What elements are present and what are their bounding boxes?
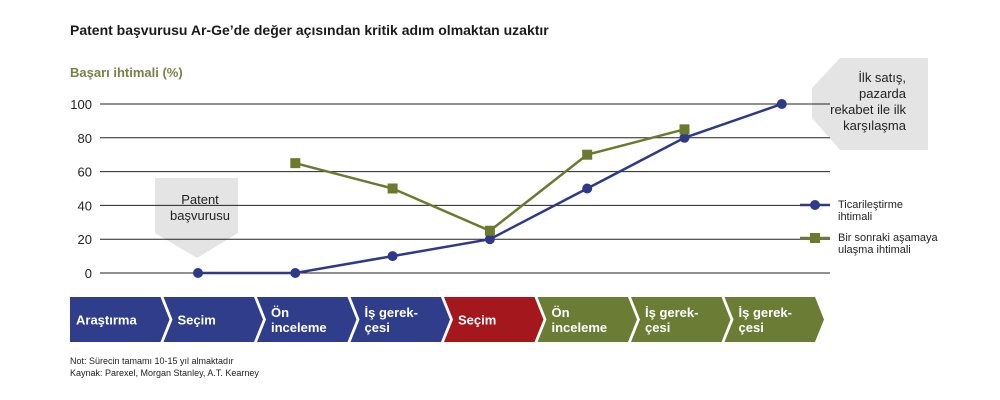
- marker: [484, 234, 495, 245]
- y-tick-label: 80: [78, 131, 92, 146]
- annotation: Patent başvurusu: [170, 192, 230, 223]
- stage-label: inceleme: [271, 320, 327, 335]
- marker: [776, 99, 787, 109]
- stage-label: çesi: [365, 320, 390, 335]
- source: Kaynak: Parexel, Morgan Stanley, A.T. Ke…: [70, 368, 259, 378]
- callout-box: [812, 58, 928, 150]
- stage-label: Seçim: [178, 313, 216, 328]
- marker: [582, 183, 593, 194]
- series-line: [294, 128, 685, 233]
- stage-label: İş gerek-: [739, 305, 792, 320]
- legend-marker: [810, 200, 820, 210]
- legend-label: Bir sonraki aşamaya ulaşma ihtimali: [838, 232, 938, 256]
- stage-arrow: [631, 297, 731, 342]
- y-tick-label: 20: [78, 232, 92, 247]
- marker: [679, 132, 690, 143]
- marker: [582, 149, 593, 160]
- y-axis-label: Başarı ihtimali (%): [70, 65, 183, 80]
- stage-arrow: [444, 297, 544, 342]
- stage-label: Ön: [552, 305, 570, 320]
- y-tick-label: 60: [78, 165, 92, 180]
- legend-label: Ticarileştirme ihtimali: [838, 199, 903, 223]
- y-tick-label: 0: [85, 266, 92, 281]
- marker: [290, 268, 301, 278]
- stage-label: Ön: [271, 305, 289, 320]
- callout-box: [155, 178, 238, 258]
- stage-label: Seçim: [458, 313, 496, 328]
- stage-label: inceleme: [552, 320, 608, 335]
- marker: [387, 183, 398, 194]
- series-line: [198, 102, 783, 275]
- stage-label: Araştırma: [76, 313, 137, 328]
- stage-arrow: [724, 297, 824, 342]
- stage-label: çesi: [739, 320, 764, 335]
- marker: [387, 251, 398, 262]
- stage-label: İş gerek-: [365, 305, 418, 320]
- y-tick-label: 100: [70, 97, 92, 112]
- legend-marker: [810, 233, 820, 243]
- stage-arrow: [257, 297, 357, 342]
- stage-label: İş gerek-: [645, 305, 698, 320]
- stage-arrow: [537, 297, 637, 342]
- annotation: İlk satış, pazarda rekabet ile ilk karşı…: [830, 70, 906, 133]
- marker: [193, 268, 203, 278]
- stage-arrow: [70, 297, 170, 342]
- marker: [679, 124, 690, 135]
- y-tick-label: 40: [78, 198, 92, 213]
- marker: [484, 225, 495, 236]
- stage-arrow: [350, 297, 450, 342]
- marker: [290, 158, 301, 169]
- stage-arrow: [163, 297, 263, 342]
- note: Not: Sürecin tamamı 10-15 yıl almaktadır: [70, 356, 234, 366]
- stage-label: çesi: [645, 320, 670, 335]
- chart-title: Patent başvurusu Ar-Ge’de değer açısında…: [70, 22, 549, 38]
